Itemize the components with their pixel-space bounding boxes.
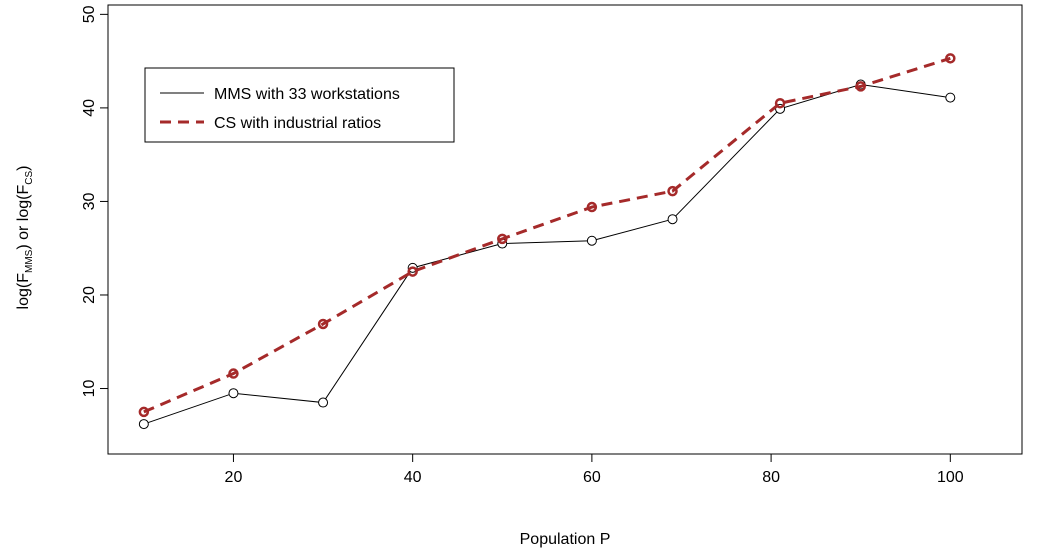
y-axis-title-sub-cs: CS: [24, 171, 35, 185]
data-point: [667, 214, 678, 225]
y-axis-title-prefix: log(F: [15, 273, 32, 310]
data-point: [586, 235, 597, 246]
x-tick-label: 40: [404, 469, 422, 486]
y-tick-label: 10: [81, 380, 98, 398]
series-line: [143, 56, 951, 414]
y-tick-label: 50: [81, 5, 98, 23]
data-point: [667, 185, 678, 197]
data-point: [586, 201, 598, 213]
x-tick-label: 100: [937, 469, 964, 486]
y-axis-title-middle: ) or log(F: [15, 185, 32, 250]
legend-entry-mms: MMS with 33 workstations: [214, 86, 400, 103]
data-point: [228, 368, 239, 379]
series-cs: [138, 53, 956, 418]
y-tick-label: 30: [81, 192, 98, 210]
y-axis-title-suffix: ): [15, 166, 32, 171]
data-point: [318, 397, 329, 408]
legend-box: [144, 67, 455, 143]
data-point: [407, 266, 418, 277]
data-point: [945, 53, 956, 64]
data-point: [945, 92, 956, 103]
y-axis-title-sub-mms: MMS: [24, 249, 35, 273]
data-point: [228, 388, 239, 399]
data-point: [317, 318, 329, 330]
x-tick-label: 20: [225, 469, 243, 486]
plot-area-frame: [107, 4, 1023, 455]
data-point: [497, 233, 508, 245]
data-point: [774, 97, 786, 109]
legend-entry-cs: CS with industrial ratios: [214, 115, 381, 132]
y-tick-label: 20: [81, 286, 98, 304]
data-point: [855, 81, 866, 92]
y-axis-title: log(FMMS) or log(FCS): [15, 166, 35, 310]
x-tick-label: 80: [762, 469, 780, 486]
data-point: [138, 419, 149, 430]
x-axis-title: Population P: [520, 531, 611, 548]
legend: MMS with 33 workstations CS with industr…: [144, 67, 455, 143]
data-point: [138, 406, 150, 418]
y-tick-label: 40: [81, 99, 98, 117]
series-layer: [138, 53, 956, 430]
x-tick-label: 60: [583, 469, 601, 486]
axes: 20 40 60 80 100 10 20 30 40 50: [81, 5, 964, 486]
series-line: [143, 83, 951, 425]
